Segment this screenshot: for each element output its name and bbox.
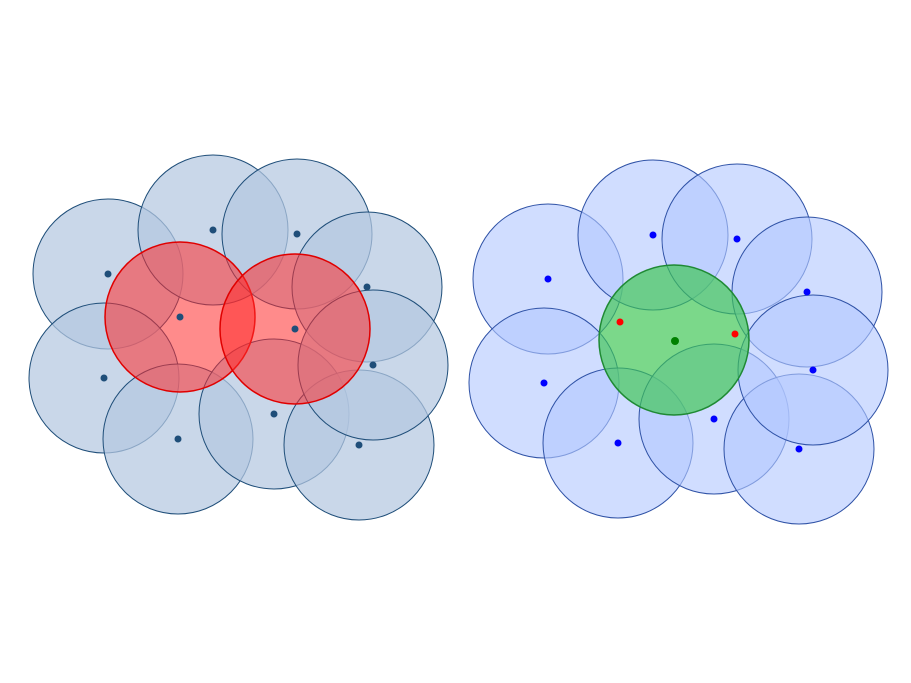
left-node-dot	[104, 270, 112, 278]
right-node-dot	[614, 439, 622, 447]
right-node-dot	[809, 366, 817, 374]
right-node-dot	[540, 379, 548, 387]
left-node-dot	[293, 230, 301, 238]
right-node-dot	[803, 288, 811, 296]
left-node-dot	[363, 283, 371, 291]
right-node-dot	[544, 275, 552, 283]
right-node-dot	[710, 415, 718, 423]
right-node-dot	[733, 235, 741, 243]
right-red-dot	[616, 318, 624, 326]
left-node-dot	[355, 441, 363, 449]
left-node-dot	[174, 435, 182, 443]
right-panel	[468, 159, 889, 525]
left-node-dot	[270, 410, 278, 418]
right-node-dot	[649, 231, 657, 239]
right-node-dot	[795, 445, 803, 453]
left-node-dot	[369, 361, 377, 369]
left-node-dot	[100, 374, 108, 382]
left-node-dot	[209, 226, 217, 234]
right-center-dot	[671, 337, 679, 345]
left-node-dot	[291, 325, 299, 333]
left-node-dot	[176, 313, 184, 321]
right-red-dot	[731, 330, 739, 338]
left-panel	[28, 154, 449, 521]
